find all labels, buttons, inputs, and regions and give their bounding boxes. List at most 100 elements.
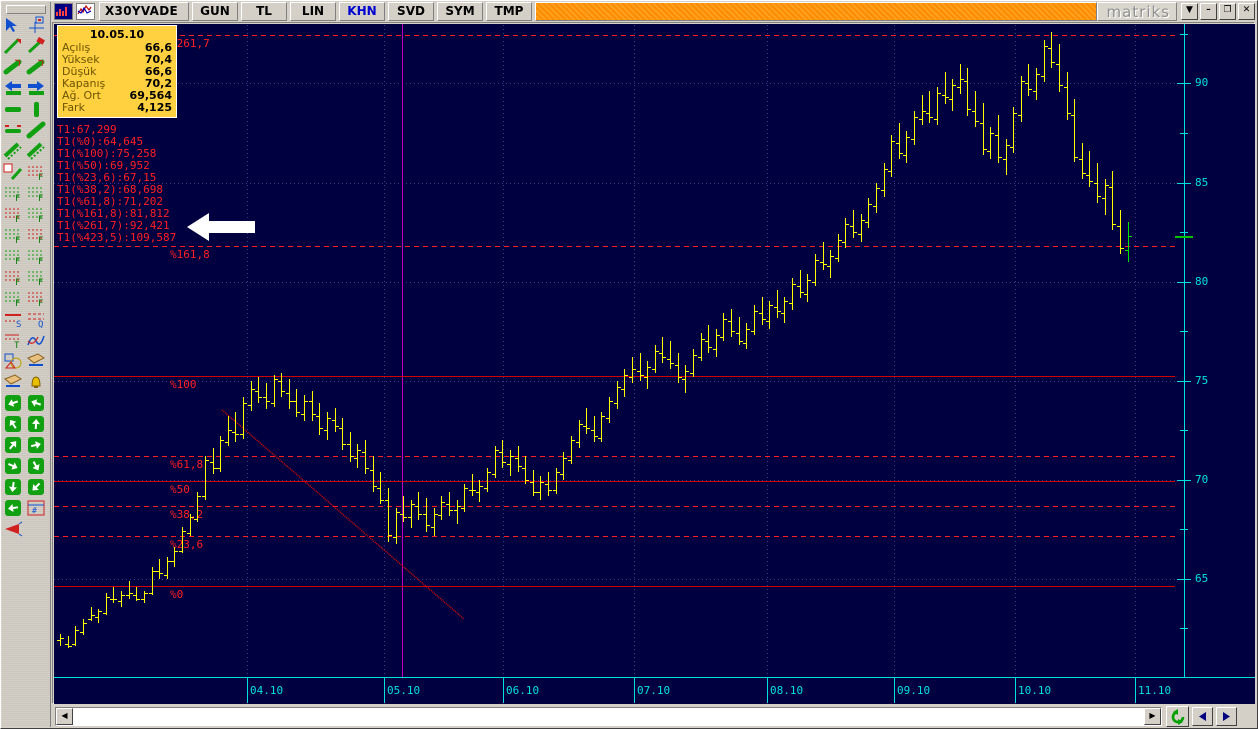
pencil-icon[interactable] bbox=[3, 37, 25, 57]
date-tick-label: 06.10 bbox=[506, 684, 540, 697]
toolbar-button-gun[interactable]: GUN bbox=[192, 2, 238, 21]
note2-icon[interactable] bbox=[3, 373, 25, 393]
close-button[interactable]: ✕ bbox=[1238, 3, 1255, 20]
scroll-right-icon[interactable] bbox=[3, 457, 25, 477]
ohlc-open-tick bbox=[919, 119, 922, 120]
vertical-line-icon[interactable] bbox=[26, 100, 48, 120]
toolbar-button-lin[interactable]: LIN bbox=[290, 2, 336, 21]
page-left-button[interactable] bbox=[1192, 707, 1213, 726]
stop-line-icon[interactable]: S bbox=[3, 310, 25, 330]
date-axis[interactable]: 04.10 05.10 06.10 07.10 08.10 09.10 10.10 11.10 bbox=[54, 677, 1255, 704]
indicator-window-icon[interactable] bbox=[76, 3, 95, 20]
fib-arc-icon[interactable]: F bbox=[26, 205, 48, 225]
dashed-quadrant-icon[interactable]: Q bbox=[26, 310, 48, 330]
fib-line-236[interactable] bbox=[54, 536, 1175, 537]
scroll-down-icon[interactable] bbox=[3, 478, 25, 498]
price-axis[interactable]: 65 70 75 80 85 90 bbox=[1175, 24, 1255, 704]
parallel-channel-icon[interactable] bbox=[3, 142, 25, 162]
ohlc-bar bbox=[220, 436, 221, 472]
arrow-left-icon[interactable] bbox=[3, 79, 25, 99]
scroll-up-icon[interactable] bbox=[26, 457, 48, 477]
cursor-arrow-icon[interactable] bbox=[3, 16, 25, 36]
ohlc-open-tick bbox=[598, 438, 601, 439]
ohlc-bar bbox=[464, 484, 465, 512]
note-icon[interactable] bbox=[26, 352, 48, 372]
fib-line-382[interactable] bbox=[54, 506, 1175, 507]
gann-fan-icon[interactable]: F bbox=[3, 247, 25, 267]
hammer-icon[interactable] bbox=[26, 37, 48, 57]
fib-spiral-icon[interactable]: F bbox=[26, 226, 48, 246]
price-tick bbox=[1177, 83, 1191, 84]
zoom-out-icon[interactable] bbox=[3, 415, 25, 435]
scroll-left-icon[interactable] bbox=[26, 436, 48, 456]
minimize-button[interactable]: – bbox=[1200, 3, 1217, 20]
fib-readout-line: T1(%100):75,258 bbox=[57, 147, 157, 160]
scroll-right-button[interactable]: ▶ bbox=[1144, 708, 1161, 725]
arrow-right-icon[interactable] bbox=[26, 79, 48, 99]
ohlc-bar bbox=[144, 591, 145, 603]
toolbar-button-svd[interactable]: SVD bbox=[388, 2, 434, 21]
fib-fan-icon[interactable]: F bbox=[26, 184, 48, 204]
fib-timezone-icon[interactable]: F bbox=[3, 205, 25, 225]
gann-line-icon[interactable]: F bbox=[3, 268, 25, 288]
toolbar-button-tl[interactable]: TL bbox=[241, 2, 287, 21]
restore-button[interactable]: ❐ bbox=[1219, 3, 1236, 20]
ohlc-open-tick bbox=[232, 432, 235, 433]
properties-icon[interactable]: # bbox=[26, 499, 48, 519]
ohlc-open-tick bbox=[652, 369, 655, 370]
chart-window-icon[interactable] bbox=[54, 3, 73, 20]
scroll-left-button[interactable]: ◀ bbox=[56, 708, 73, 725]
calendar-pencil-icon[interactable] bbox=[3, 163, 25, 183]
fib-retracement-icon[interactable]: F bbox=[3, 184, 25, 204]
ohlc-bar bbox=[441, 496, 442, 520]
trendline-arrow-icon[interactable] bbox=[26, 58, 48, 78]
ohlc-open-tick bbox=[1071, 115, 1074, 116]
gann-grid-icon[interactable]: F bbox=[26, 247, 48, 267]
dropdown-button[interactable]: ▼ bbox=[1181, 3, 1198, 20]
fib-line-100[interactable] bbox=[54, 376, 1175, 377]
horizontal-ray-icon[interactable] bbox=[3, 121, 25, 141]
expand-icon[interactable] bbox=[3, 436, 25, 456]
ohlc-open-tick bbox=[903, 155, 906, 156]
alarm-bell-icon[interactable] bbox=[26, 373, 48, 393]
fib-grid-icon[interactable]: F bbox=[3, 226, 25, 246]
zoom-fit-icon[interactable] bbox=[3, 394, 25, 414]
diagonal-line-icon[interactable] bbox=[26, 121, 48, 141]
fib-line-50[interactable] bbox=[54, 481, 1175, 482]
fib-line-618[interactable] bbox=[54, 456, 1175, 457]
text-tool-icon[interactable]: T bbox=[3, 331, 25, 351]
raff-channel-icon[interactable]: F bbox=[26, 289, 48, 309]
andrews-pitchfork-icon[interactable]: F bbox=[3, 289, 25, 309]
toolbar-grip[interactable] bbox=[6, 5, 46, 14]
symbol-label[interactable]: X30YVADE bbox=[99, 2, 189, 21]
refresh-button[interactable] bbox=[1166, 706, 1189, 727]
plot-area[interactable]: %0 %23,6 %38,2 %50 %61,8 %100 %161,8 %261,7 65 7… bbox=[54, 24, 1255, 704]
fib-label: %61,8 bbox=[170, 458, 204, 471]
ohlc-close-tick bbox=[282, 391, 285, 392]
scrollbar-track[interactable]: ◀ ▶ bbox=[55, 707, 1162, 726]
ohlc-close-tick bbox=[801, 292, 804, 293]
fib-line-2617[interactable] bbox=[54, 35, 1175, 36]
trendline-icon[interactable] bbox=[3, 58, 25, 78]
speed-resistance-icon[interactable]: F bbox=[26, 268, 48, 288]
ohlc-open-tick bbox=[202, 496, 205, 497]
toolbar-button-khn[interactable]: KHN bbox=[339, 2, 385, 21]
fib-line-1618[interactable] bbox=[54, 246, 1175, 247]
shapes-icon[interactable] bbox=[3, 352, 25, 372]
regression-channel-icon[interactable] bbox=[26, 142, 48, 162]
zoom-in-pointer-icon[interactable] bbox=[26, 478, 48, 498]
zoom-horizontal-icon[interactable] bbox=[26, 415, 48, 435]
scribble-icon[interactable] bbox=[26, 331, 48, 351]
fib-text-icon[interactable]: F bbox=[26, 163, 48, 183]
quote-row: Kapanış 70,2 bbox=[62, 78, 172, 90]
zoom-pointer-icon[interactable] bbox=[3, 499, 25, 519]
ruler-icon[interactable] bbox=[3, 520, 25, 540]
zoom-vertical-icon[interactable] bbox=[26, 394, 48, 414]
toolbar-button-sym[interactable]: SYM bbox=[437, 2, 483, 21]
crosshair-icon[interactable] bbox=[26, 16, 48, 36]
toolbar-button-tmp[interactable]: TMP bbox=[486, 2, 532, 21]
horizontal-line-icon[interactable] bbox=[3, 100, 25, 120]
ohlc-close-tick bbox=[938, 93, 941, 94]
fib-line-0[interactable] bbox=[54, 586, 1175, 587]
page-right-button[interactable] bbox=[1216, 707, 1237, 726]
